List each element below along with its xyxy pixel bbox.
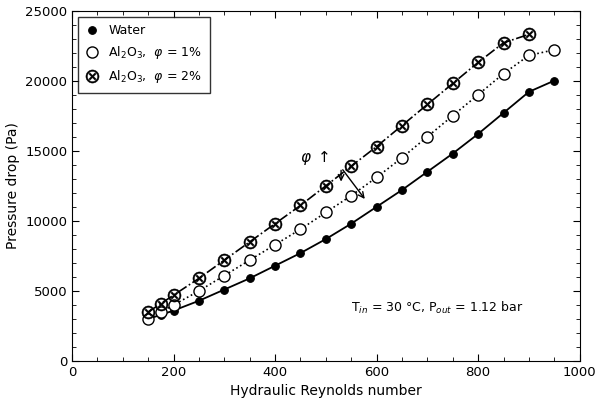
Text: T$_{in}$ = 30 °C, P$_{out}$ = 1.12 bar: T$_{in}$ = 30 °C, P$_{out}$ = 1.12 bar	[351, 300, 524, 316]
Al$_2$O$_3$,  $\varphi$ = 1%	[170, 303, 177, 307]
Water	[144, 317, 152, 322]
Al$_2$O$_3$,  $\varphi$ = 1%	[474, 92, 482, 97]
Al$_2$O$_3$,  $\varphi$ = 1%	[373, 175, 380, 180]
Al$_2$O$_3$,  $\varphi$ = 2%	[297, 203, 304, 208]
Al$_2$O$_3$,  $\varphi$ = 1%	[144, 317, 152, 322]
Al$_2$O$_3$,  $\varphi$ = 1%	[297, 227, 304, 231]
Al$_2$O$_3$,  $\varphi$ = 1%	[221, 273, 228, 278]
Al$_2$O$_3$,  $\varphi$ = 2%	[500, 40, 507, 45]
Al$_2$O$_3$,  $\varphi$ = 2%	[399, 123, 406, 128]
Al$_2$O$_3$,  $\varphi$ = 2%	[526, 32, 533, 37]
Al$_2$O$_3$,  $\varphi$ = 2%	[474, 60, 482, 65]
Water	[373, 204, 380, 209]
Al$_2$O$_3$,  $\varphi$ = 1%	[424, 134, 431, 139]
Water	[449, 151, 456, 156]
Al$_2$O$_3$,  $\varphi$ = 1%	[500, 71, 507, 76]
Al$_2$O$_3$,  $\varphi$ = 1%	[347, 193, 355, 198]
Al$_2$O$_3$,  $\varphi$ = 1%	[322, 210, 329, 215]
Water	[551, 78, 558, 83]
Y-axis label: Pressure drop (Pa): Pressure drop (Pa)	[5, 122, 19, 249]
Al$_2$O$_3$,  $\varphi$ = 1%	[399, 155, 406, 160]
Text: $\varphi$ $\uparrow$: $\varphi$ $\uparrow$	[300, 149, 330, 167]
Water	[157, 312, 164, 317]
Al$_2$O$_3$,  $\varphi$ = 2%	[221, 258, 228, 263]
Water	[196, 298, 203, 303]
Water	[500, 110, 507, 115]
Al$_2$O$_3$,  $\varphi$ = 2%	[272, 221, 279, 226]
Water	[221, 287, 228, 292]
Water	[322, 237, 329, 242]
Al$_2$O$_3$,  $\varphi$ = 1%	[196, 288, 203, 293]
Al$_2$O$_3$,  $\varphi$ = 1%	[551, 47, 558, 52]
Line: Al$_2$O$_3$,  $\varphi$ = 2%: Al$_2$O$_3$, $\varphi$ = 2%	[141, 28, 535, 319]
Al$_2$O$_3$,  $\varphi$ = 2%	[246, 240, 253, 244]
Water	[272, 263, 279, 268]
Al$_2$O$_3$,  $\varphi$ = 1%	[272, 242, 279, 247]
Water	[347, 221, 355, 226]
Al$_2$O$_3$,  $\varphi$ = 1%	[449, 113, 456, 118]
Al$_2$O$_3$,  $\varphi$ = 2%	[424, 102, 431, 107]
Water	[297, 250, 304, 255]
Al$_2$O$_3$,  $\varphi$ = 2%	[322, 183, 329, 188]
Al$_2$O$_3$,  $\varphi$ = 2%	[170, 293, 177, 298]
X-axis label: Hydraulic Reynolds number: Hydraulic Reynolds number	[230, 385, 422, 398]
Al$_2$O$_3$,  $\varphi$ = 1%	[157, 309, 164, 314]
Water	[424, 169, 431, 174]
Water	[474, 131, 482, 136]
Legend: Water, Al$_2$O$_3$,  $\varphi$ = 1%, Al$_2$O$_3$,  $\varphi$ = 2%: Water, Al$_2$O$_3$, $\varphi$ = 1%, Al$_…	[78, 17, 209, 93]
Water	[399, 187, 406, 192]
Al$_2$O$_3$,  $\varphi$ = 2%	[144, 309, 152, 314]
Al$_2$O$_3$,  $\varphi$ = 1%	[526, 53, 533, 58]
Line: Water: Water	[144, 77, 558, 323]
Line: Al$_2$O$_3$,  $\varphi$ = 1%: Al$_2$O$_3$, $\varphi$ = 1%	[143, 44, 560, 324]
Al$_2$O$_3$,  $\varphi$ = 2%	[373, 144, 380, 149]
Al$_2$O$_3$,  $\varphi$ = 1%	[246, 258, 253, 263]
Al$_2$O$_3$,  $\varphi$ = 2%	[449, 81, 456, 86]
Water	[170, 308, 177, 313]
Water	[526, 89, 533, 94]
Al$_2$O$_3$,  $\varphi$ = 2%	[196, 276, 203, 281]
Water	[246, 276, 253, 281]
Al$_2$O$_3$,  $\varphi$ = 2%	[347, 164, 355, 168]
Al$_2$O$_3$,  $\varphi$ = 2%	[157, 301, 164, 306]
